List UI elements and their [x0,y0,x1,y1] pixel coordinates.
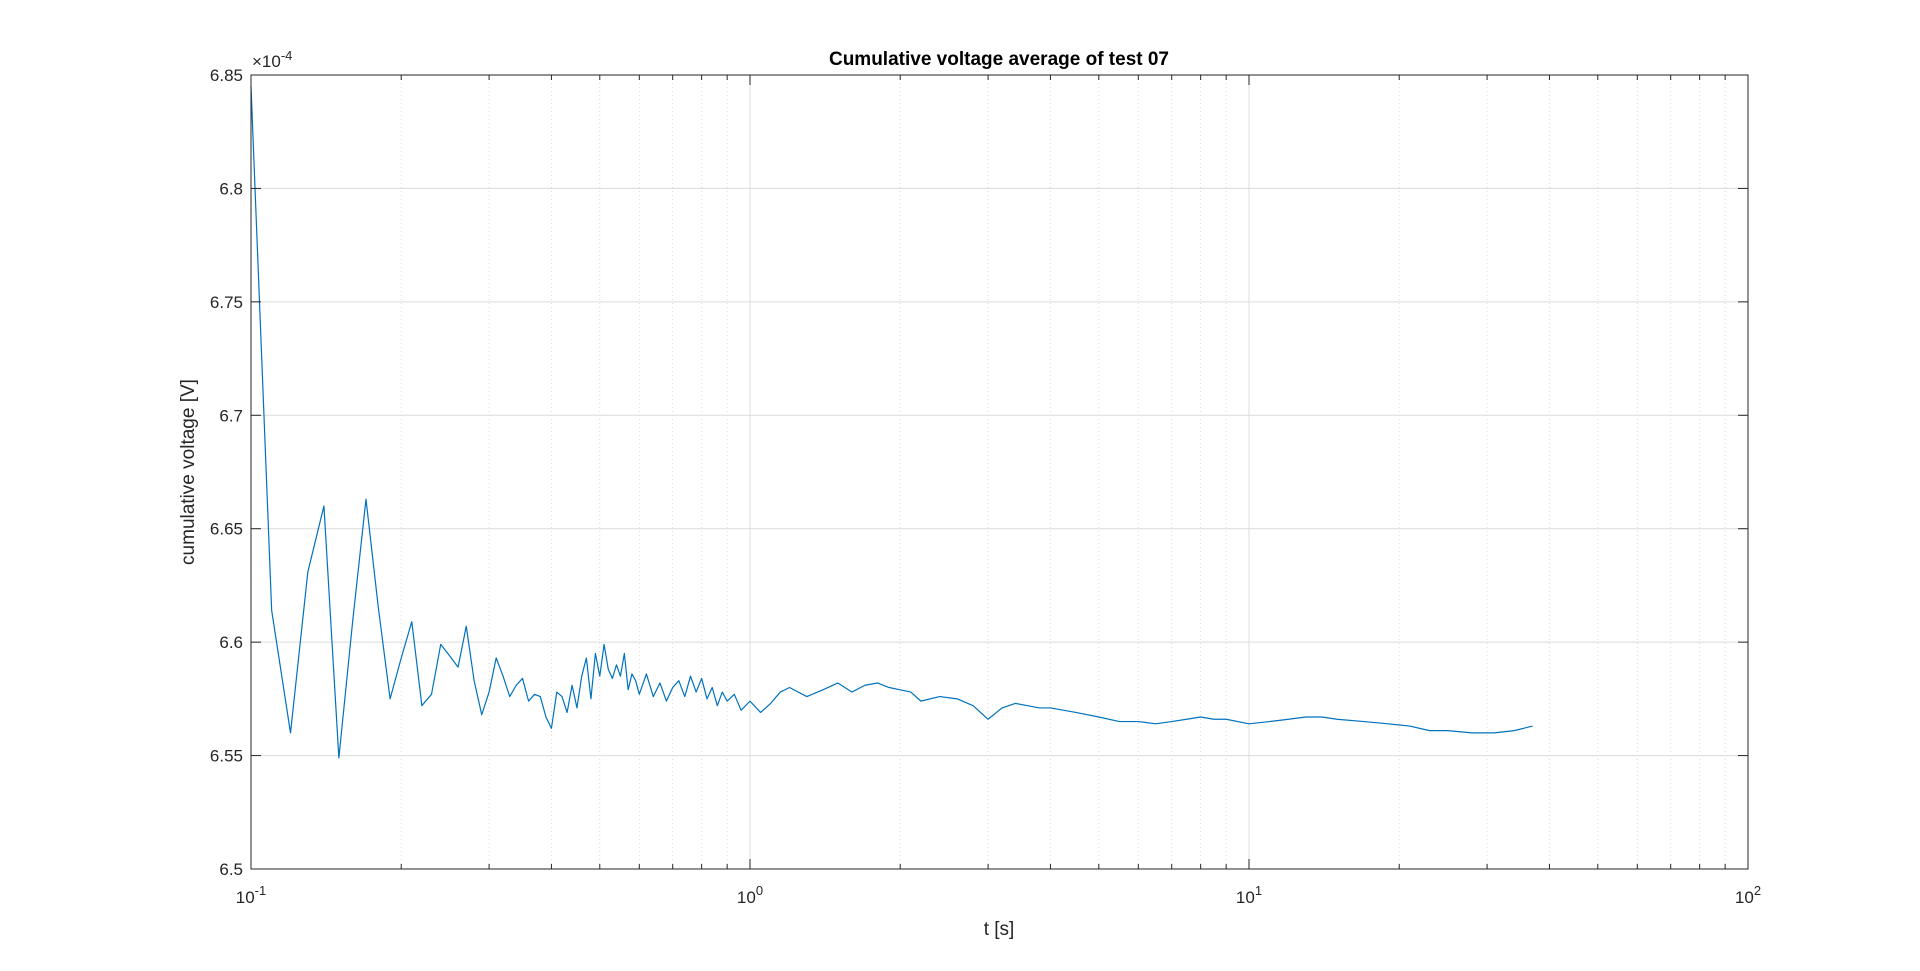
y-tick-label: 6.7 [219,406,243,425]
x-axis-label: t [s] [984,919,1015,940]
y-tick-label: 6.65 [210,520,243,539]
x-tick-label: 10-1 [236,883,266,907]
y-axis-multiplier-base: ×10 [252,52,281,71]
y-axis-multiplier: ×10-4 [252,48,292,71]
x-tick-base: 10 [1236,888,1255,907]
x-tick-exponent: 2 [1754,883,1761,898]
x-tick-exponent: -1 [255,883,267,898]
x-tick-exponent: 1 [1255,883,1262,898]
x-tick-label: 100 [737,883,763,907]
x-tick-label: 101 [1236,883,1262,907]
series-layer [250,86,1533,759]
y-tick-label: 6.55 [210,747,243,766]
tick-marks [250,74,1749,870]
x-tick-base: 10 [1735,888,1754,907]
minor-grid [400,75,1726,869]
series-line [250,86,1533,759]
x-tick-base: 10 [236,888,255,907]
y-tick-label: 6.85 [210,66,243,85]
y-axis-label: cumulative voltage [V] [178,379,199,565]
y-tick-labels: 6.5 6.55 6.6 6.65 6.7 6.75 6.8 6.85 [210,66,243,879]
major-grid [251,75,1748,869]
x-tick-base: 10 [737,888,756,907]
y-tick-label: 6.6 [219,633,243,652]
y-tick-label: 6.75 [210,293,243,312]
y-tick-label: 6.5 [219,860,243,879]
y-tick-label: 6.8 [219,179,243,198]
x-tick-exponent: 0 [756,883,763,898]
chart-title: Cumulative voltage average of test 07 [829,49,1169,70]
plot-frame [250,74,1749,870]
plot-area [251,75,1748,869]
y-axis-multiplier-exponent: -4 [281,48,293,63]
x-tick-label: 102 [1735,883,1761,907]
x-tick-labels: 10-1 100 101 102 [236,883,1761,907]
